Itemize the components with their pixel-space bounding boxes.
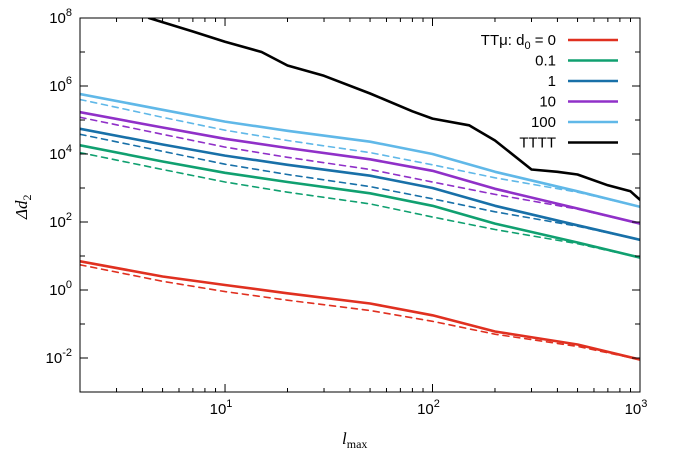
y-tick-label: 106 xyxy=(49,75,72,95)
x-axis-label: lmax xyxy=(342,429,367,451)
series-line-9-dashed xyxy=(80,98,640,208)
y-tick-label: 100 xyxy=(49,279,72,299)
legend-label: 1 xyxy=(548,73,556,90)
y-axis-label: Δd2 xyxy=(12,195,34,220)
x-tick-label: 102 xyxy=(417,398,440,418)
series-line-0-solid xyxy=(80,259,640,361)
legend: TTμ: d0 = 00.1 1 10 100 TTTT xyxy=(481,32,618,152)
x-tick-label: 101 xyxy=(210,398,233,418)
x-axis-label-sub: max xyxy=(347,437,368,451)
y-tick-label: 102 xyxy=(49,211,72,231)
series-line-2-solid xyxy=(80,144,640,259)
series-line-1-dashed xyxy=(80,263,640,361)
series-line-3-dashed xyxy=(80,151,640,259)
series-line-4-solid xyxy=(80,127,640,242)
legend-label: TTTT xyxy=(519,135,556,152)
x-tick-label: 103 xyxy=(625,398,648,418)
y-tick-label: 108 xyxy=(49,7,72,27)
plot-frame xyxy=(79,17,641,393)
y-axis-label-main: Δd xyxy=(12,200,31,220)
legend-label: 0.1 xyxy=(535,53,556,70)
y-tick-label: 104 xyxy=(49,143,72,163)
series-line-8-solid xyxy=(80,92,640,209)
legend-label: TTμ: d0 = 0 xyxy=(481,32,556,52)
series-line-5-dashed xyxy=(80,133,640,241)
series-line-6-solid xyxy=(80,110,640,225)
x-axis-label-main: l xyxy=(342,429,347,448)
legend-label: 100 xyxy=(531,114,556,131)
series-line-10-solid xyxy=(147,18,640,202)
legend-label: 10 xyxy=(539,94,556,111)
series-layer xyxy=(80,18,640,361)
y-tick-label: 10-2 xyxy=(46,347,72,367)
y-axis-label-sub: 2 xyxy=(20,195,34,201)
series-line-7-dashed xyxy=(80,116,640,225)
